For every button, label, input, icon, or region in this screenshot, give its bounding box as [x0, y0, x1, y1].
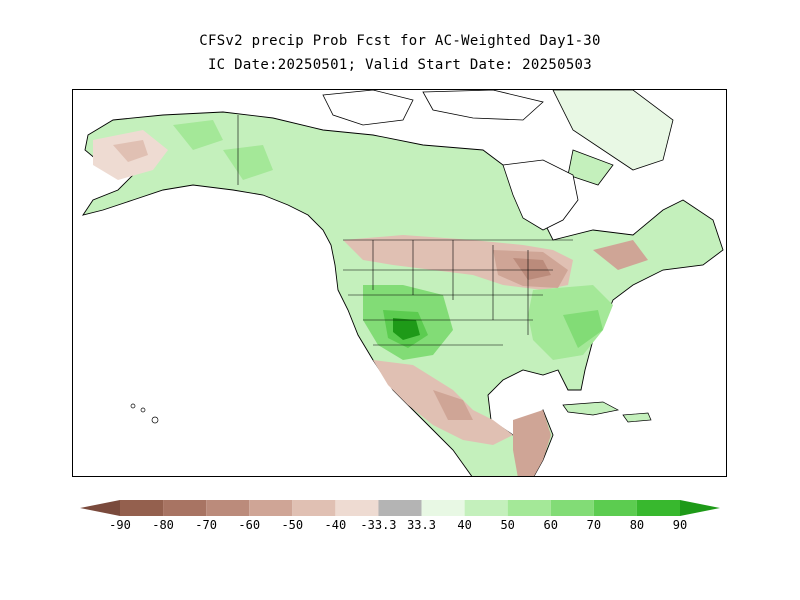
colorbar-tick-label: -50	[281, 518, 304, 532]
north-america-map	[81, 90, 724, 476]
colorbar-segment	[593, 500, 637, 516]
colorbar-segment	[636, 500, 680, 516]
colorbar-tick-label: -90	[109, 518, 131, 532]
colorbar-segment	[335, 500, 379, 516]
colorbar-tick-label: -80	[152, 518, 174, 532]
colorbar-segment	[249, 500, 293, 516]
colorbar-segment	[120, 500, 164, 516]
colorbar-tick-label: -70	[195, 518, 217, 532]
caribbean-islands	[562, 401, 652, 423]
map-frame	[72, 89, 727, 477]
central-america-dry-region	[513, 410, 551, 476]
colorbar-segment	[507, 500, 551, 516]
hawaii-islands	[130, 403, 159, 424]
colorbar-tick-label: 70	[586, 518, 602, 532]
colorbar-segment	[680, 500, 720, 516]
colorbar-tick-label: 50	[500, 518, 515, 532]
chart-subtitle: IC Date:20250501; Valid Start Date: 2025…	[207, 57, 593, 73]
colorbar-tick-label: 90	[672, 518, 688, 532]
arctic-islands	[322, 90, 674, 186]
colorbar-segment	[378, 500, 422, 516]
chart-title: CFSv2 precip Prob Fcst for AC-Weighted D…	[199, 33, 601, 49]
colorbar-tick-label: 80	[629, 518, 645, 532]
colorbar-tick-label: -33.3	[360, 518, 397, 532]
colorbar-tick-label: -60	[238, 518, 261, 532]
hudson-bay	[502, 159, 579, 231]
colorbar-segment	[464, 500, 508, 516]
colorbar-tick-label: -40	[324, 518, 347, 532]
colorbar	[80, 500, 720, 516]
colorbar-segment	[163, 500, 207, 516]
colorbar-tick-label: 60	[543, 518, 558, 532]
political-boundaries	[237, 115, 573, 346]
colorbar-tick-label: 40	[457, 518, 472, 532]
colorbar-segment	[421, 500, 465, 516]
colorbar-segment	[206, 500, 250, 516]
colorbar-segment	[80, 500, 120, 516]
colorbar-segment	[292, 500, 336, 516]
colorbar-tick-label: 33.3	[407, 518, 436, 532]
colorbar-segment	[550, 500, 594, 516]
